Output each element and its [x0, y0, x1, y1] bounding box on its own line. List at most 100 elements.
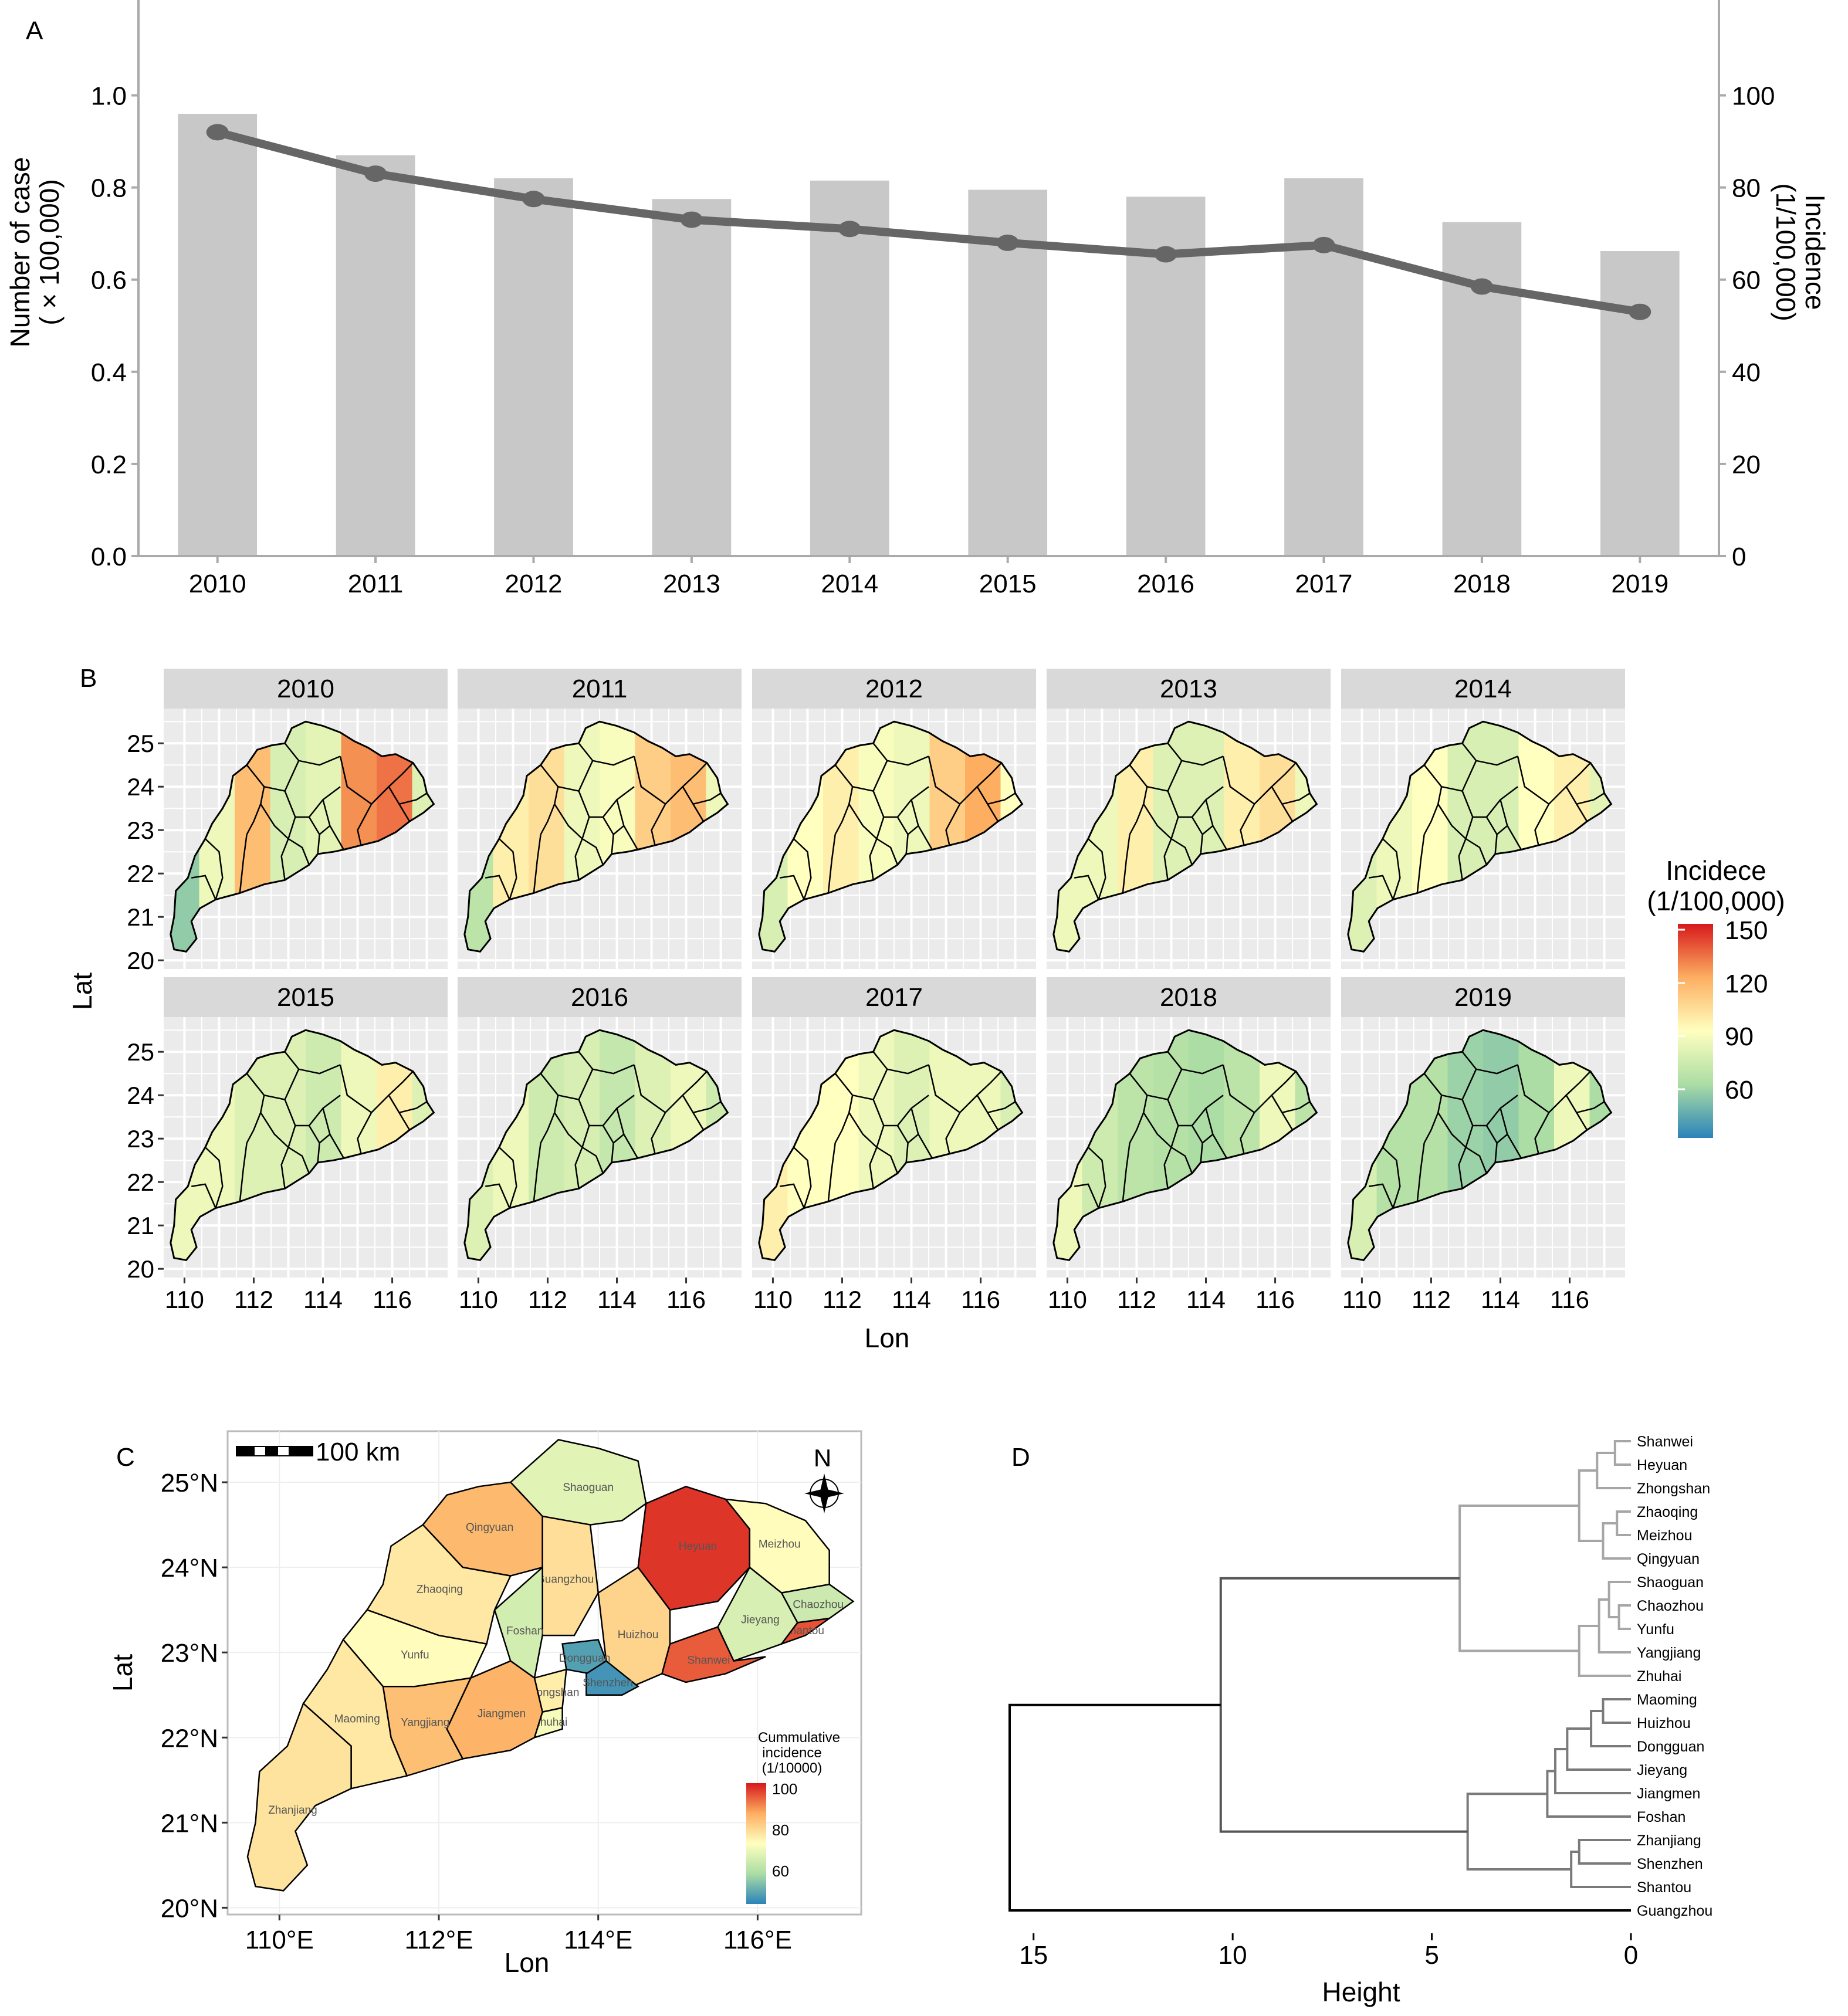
facet-2013: 2013: [1047, 669, 1331, 969]
x-tick-label: 112: [234, 1286, 273, 1313]
right-tick-label: 60: [1732, 266, 1761, 295]
facet-boundary: [1485, 816, 1508, 836]
dendrogram-branch: [1008, 1703, 1631, 1912]
facet-strip: [752, 669, 1036, 709]
facet-boundary: [1240, 804, 1255, 846]
facet-boundary: [1517, 1065, 1591, 1114]
facet-boundary: [246, 1073, 265, 1144]
right-tick-label: 20: [1732, 450, 1761, 479]
x-tick-label: 116: [961, 1286, 1000, 1313]
x-tick-label: 2015: [979, 570, 1037, 598]
chart-b: 2010 20 21 22 23 24 25 2011 2012 2013 2014 2015 20 21…: [67, 669, 1785, 1353]
facet-strip: [1047, 977, 1331, 1017]
bar-2014: [810, 180, 889, 556]
y-axis-title: Lat: [67, 973, 97, 1010]
incidence-point-2016: [1155, 246, 1177, 263]
region-label: Yunfu: [401, 1649, 429, 1661]
facet-2010: 2010 20 21 22 23 24 25: [127, 669, 448, 974]
x-tick-label: 114: [1186, 1286, 1226, 1313]
facet-boundary: [793, 838, 812, 900]
facet-boundary: [578, 1051, 635, 1075]
y-tick-label: 24: [127, 1082, 154, 1109]
panel-label-c: C: [116, 1443, 135, 1472]
facet-boundary: [554, 1112, 583, 1148]
facet-outline: [1052, 1029, 1318, 1262]
facet-boundary: [793, 1147, 812, 1208]
dendrogram-branch: [1554, 1748, 1631, 1794]
facet-2012: 2012: [752, 669, 1036, 969]
north-label: N: [814, 1444, 831, 1472]
facet-boundary: [1122, 834, 1131, 893]
facet-boundary: [1576, 1101, 1605, 1114]
x-tick-label: 114: [597, 1286, 637, 1313]
facet-boundary: [1494, 834, 1498, 855]
x-tick-label: 2013: [663, 570, 720, 598]
dendrogram-branch: [1613, 1440, 1631, 1466]
region-label: Maoming: [334, 1713, 380, 1726]
right-tick-label: 40: [1732, 358, 1761, 387]
facet-boundary: [1534, 1112, 1550, 1154]
y-tick-label: 25°N: [161, 1469, 218, 1497]
facet-boundary: [1437, 804, 1467, 839]
x-axis-title: Height: [1322, 1977, 1400, 2007]
facet-strip: [164, 977, 448, 1017]
facet-boundary: [1087, 1147, 1106, 1208]
facet-boundary: [1163, 1125, 1179, 1189]
y-axis-title: Lat: [107, 1654, 138, 1692]
facet-boundary: [848, 804, 878, 839]
region-shenzhen: [585, 1660, 639, 1696]
facet-boundary: [1494, 1143, 1498, 1163]
leaf-label: Meizhou: [1637, 1527, 1693, 1544]
x-tick-label: 112: [1117, 1286, 1156, 1313]
dendrogram-branch: [1566, 1727, 1631, 1771]
facet-title: 2011: [572, 675, 628, 703]
facet-strip: [752, 977, 1036, 1017]
region-zhanjiang: [246, 1702, 352, 1892]
facet-boundary: [1200, 1143, 1203, 1163]
facet-boundary: [260, 1112, 289, 1148]
facet-strip: [458, 669, 742, 709]
dendrogram-branch: [1458, 1505, 1579, 1652]
incidence-line: [216, 128, 1641, 316]
legend-tick-label: 60: [772, 1862, 789, 1880]
facet-boundary: [651, 804, 666, 846]
facet-boundary: [308, 1125, 331, 1144]
facet-boundary: [928, 756, 1002, 805]
facet-boundary: [896, 1125, 919, 1144]
facet-outline: [1052, 720, 1318, 953]
facet-boundary: [611, 834, 614, 855]
y-tick-label: 25: [127, 730, 154, 757]
facet-boundary: [498, 838, 517, 900]
bar-2017: [1284, 178, 1363, 557]
left-axis-title: Number of case( × 100,000): [5, 157, 65, 348]
bar-2012: [494, 178, 573, 557]
facet-2011: 2011: [458, 669, 742, 969]
y-tick-label: 24: [127, 773, 154, 801]
facet-boundary: [905, 834, 909, 855]
x-tick-label: 110°E: [245, 1926, 314, 1954]
x-tick-label: 2011: [348, 570, 404, 598]
facet-boundary: [246, 764, 265, 835]
facet-boundary: [911, 1108, 933, 1159]
compass-needle: [804, 1489, 844, 1498]
facet-boundary: [1122, 1143, 1131, 1202]
facet-boundary: [357, 804, 373, 846]
y-tick-label: 22: [127, 1168, 154, 1196]
facet-title: 2015: [277, 983, 334, 1012]
facet-boundary: [1170, 1146, 1193, 1174]
facet-boundary: [1167, 1051, 1224, 1075]
region-label: Qingyuan: [466, 1522, 513, 1534]
facet-boundary: [1200, 834, 1203, 855]
left-tick-label: 0.0: [91, 543, 127, 571]
y-tick-label: 22°N: [161, 1724, 218, 1753]
facet-boundary: [945, 1112, 961, 1154]
facet-boundary: [651, 1112, 666, 1154]
x-tick-label: 114: [303, 1286, 343, 1313]
incidence-point-2010: [206, 124, 229, 141]
legend-title-line: Incidece: [1666, 855, 1766, 886]
leaf-label: Shanwei: [1637, 1434, 1693, 1450]
region-label: Jiangmen: [478, 1708, 526, 1720]
legend-title-line: (1/10000): [762, 1760, 823, 1776]
facet-boundary: [1461, 1051, 1518, 1075]
dendrogram-branch: [1590, 1710, 1631, 1747]
